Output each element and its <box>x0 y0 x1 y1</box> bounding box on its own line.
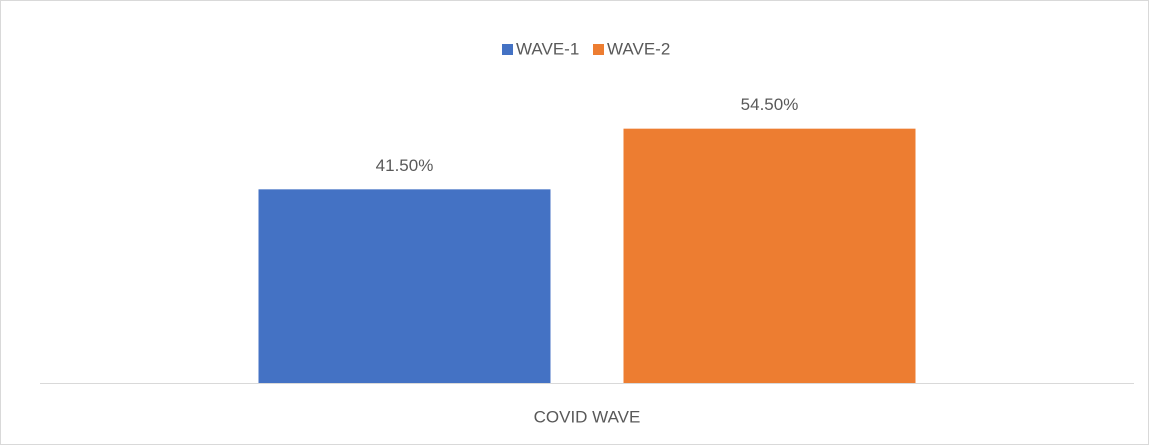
legend-label: WAVE-2 <box>607 39 670 58</box>
legend-label: WAVE-1 <box>516 39 579 58</box>
bar <box>623 128 916 383</box>
legend-swatch <box>593 44 604 55</box>
value-label: 41.50% <box>376 156 434 175</box>
legend-swatch <box>502 44 513 55</box>
bar <box>258 189 551 383</box>
value-label: 54.50% <box>741 95 799 114</box>
x-tick-label: COVID WAVE <box>534 407 641 426</box>
